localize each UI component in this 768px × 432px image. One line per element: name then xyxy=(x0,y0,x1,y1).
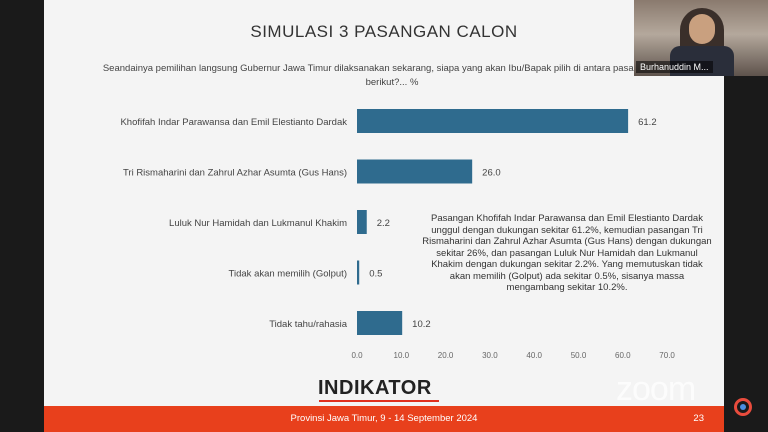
x-tick-label: 40.0 xyxy=(526,351,542,360)
slide-title: SIMULASI 3 PASANGAN CALON xyxy=(250,22,518,41)
footer-text: Provinsi Jawa Timur, 9 - 14 September 20… xyxy=(290,413,478,424)
page-number: 23 xyxy=(693,413,704,424)
bar-chart: Khofifah Indar Parawansa dan Emil Elesti… xyxy=(120,109,675,360)
category-label: Luluk Nur Hamidah dan Lukmanul Khakim xyxy=(169,218,347,229)
x-tick-label: 10.0 xyxy=(394,351,410,360)
value-label: 0.5 xyxy=(369,269,382,280)
survey-question: Seandainya pemilihan langsung Gubernur J… xyxy=(102,63,682,88)
footer-bar: Provinsi Jawa Timur, 9 - 14 September 20… xyxy=(44,406,724,432)
x-tick-label: 0.0 xyxy=(351,351,363,360)
participant-name: Burhanuddin M... xyxy=(636,61,713,73)
x-tick-label: 60.0 xyxy=(615,351,631,360)
value-label: 61.2 xyxy=(638,117,657,128)
participant-video-tile[interactable]: Burhanuddin M... xyxy=(634,0,768,76)
category-label: Tidak tahu/rahasia xyxy=(269,319,348,330)
category-label: Khofifah Indar Parawansa dan Emil Elesti… xyxy=(120,117,347,128)
value-label: 2.2 xyxy=(377,218,390,229)
bar xyxy=(357,109,629,133)
value-label: 10.2 xyxy=(412,319,431,330)
bar xyxy=(357,210,367,234)
category-label: Tri Rismaharini dan Zahrul Azhar Asumta … xyxy=(123,168,347,179)
x-tick-label: 20.0 xyxy=(438,351,454,360)
category-label: Tidak akan memilih (Golput) xyxy=(229,269,347,280)
presentation-slide: SIMULASI 3 PASANGAN CALON Seandainya pem… xyxy=(44,0,724,432)
bar xyxy=(357,260,360,285)
x-tick-label: 70.0 xyxy=(659,351,675,360)
x-tick-label: 30.0 xyxy=(482,351,498,360)
x-tick-label: 50.0 xyxy=(571,351,587,360)
participant-face xyxy=(689,14,715,44)
zoom-badge-icon xyxy=(734,398,752,416)
summary-note: Pasangan Khofifah Indar Parawansa dan Em… xyxy=(422,213,712,293)
indikator-logo: INDIKATOR xyxy=(318,377,432,399)
bar xyxy=(357,311,403,335)
zoom-watermark: zoom xyxy=(616,370,696,408)
bar xyxy=(357,159,473,184)
value-label: 26.0 xyxy=(482,168,501,179)
logo-underline xyxy=(319,400,439,402)
